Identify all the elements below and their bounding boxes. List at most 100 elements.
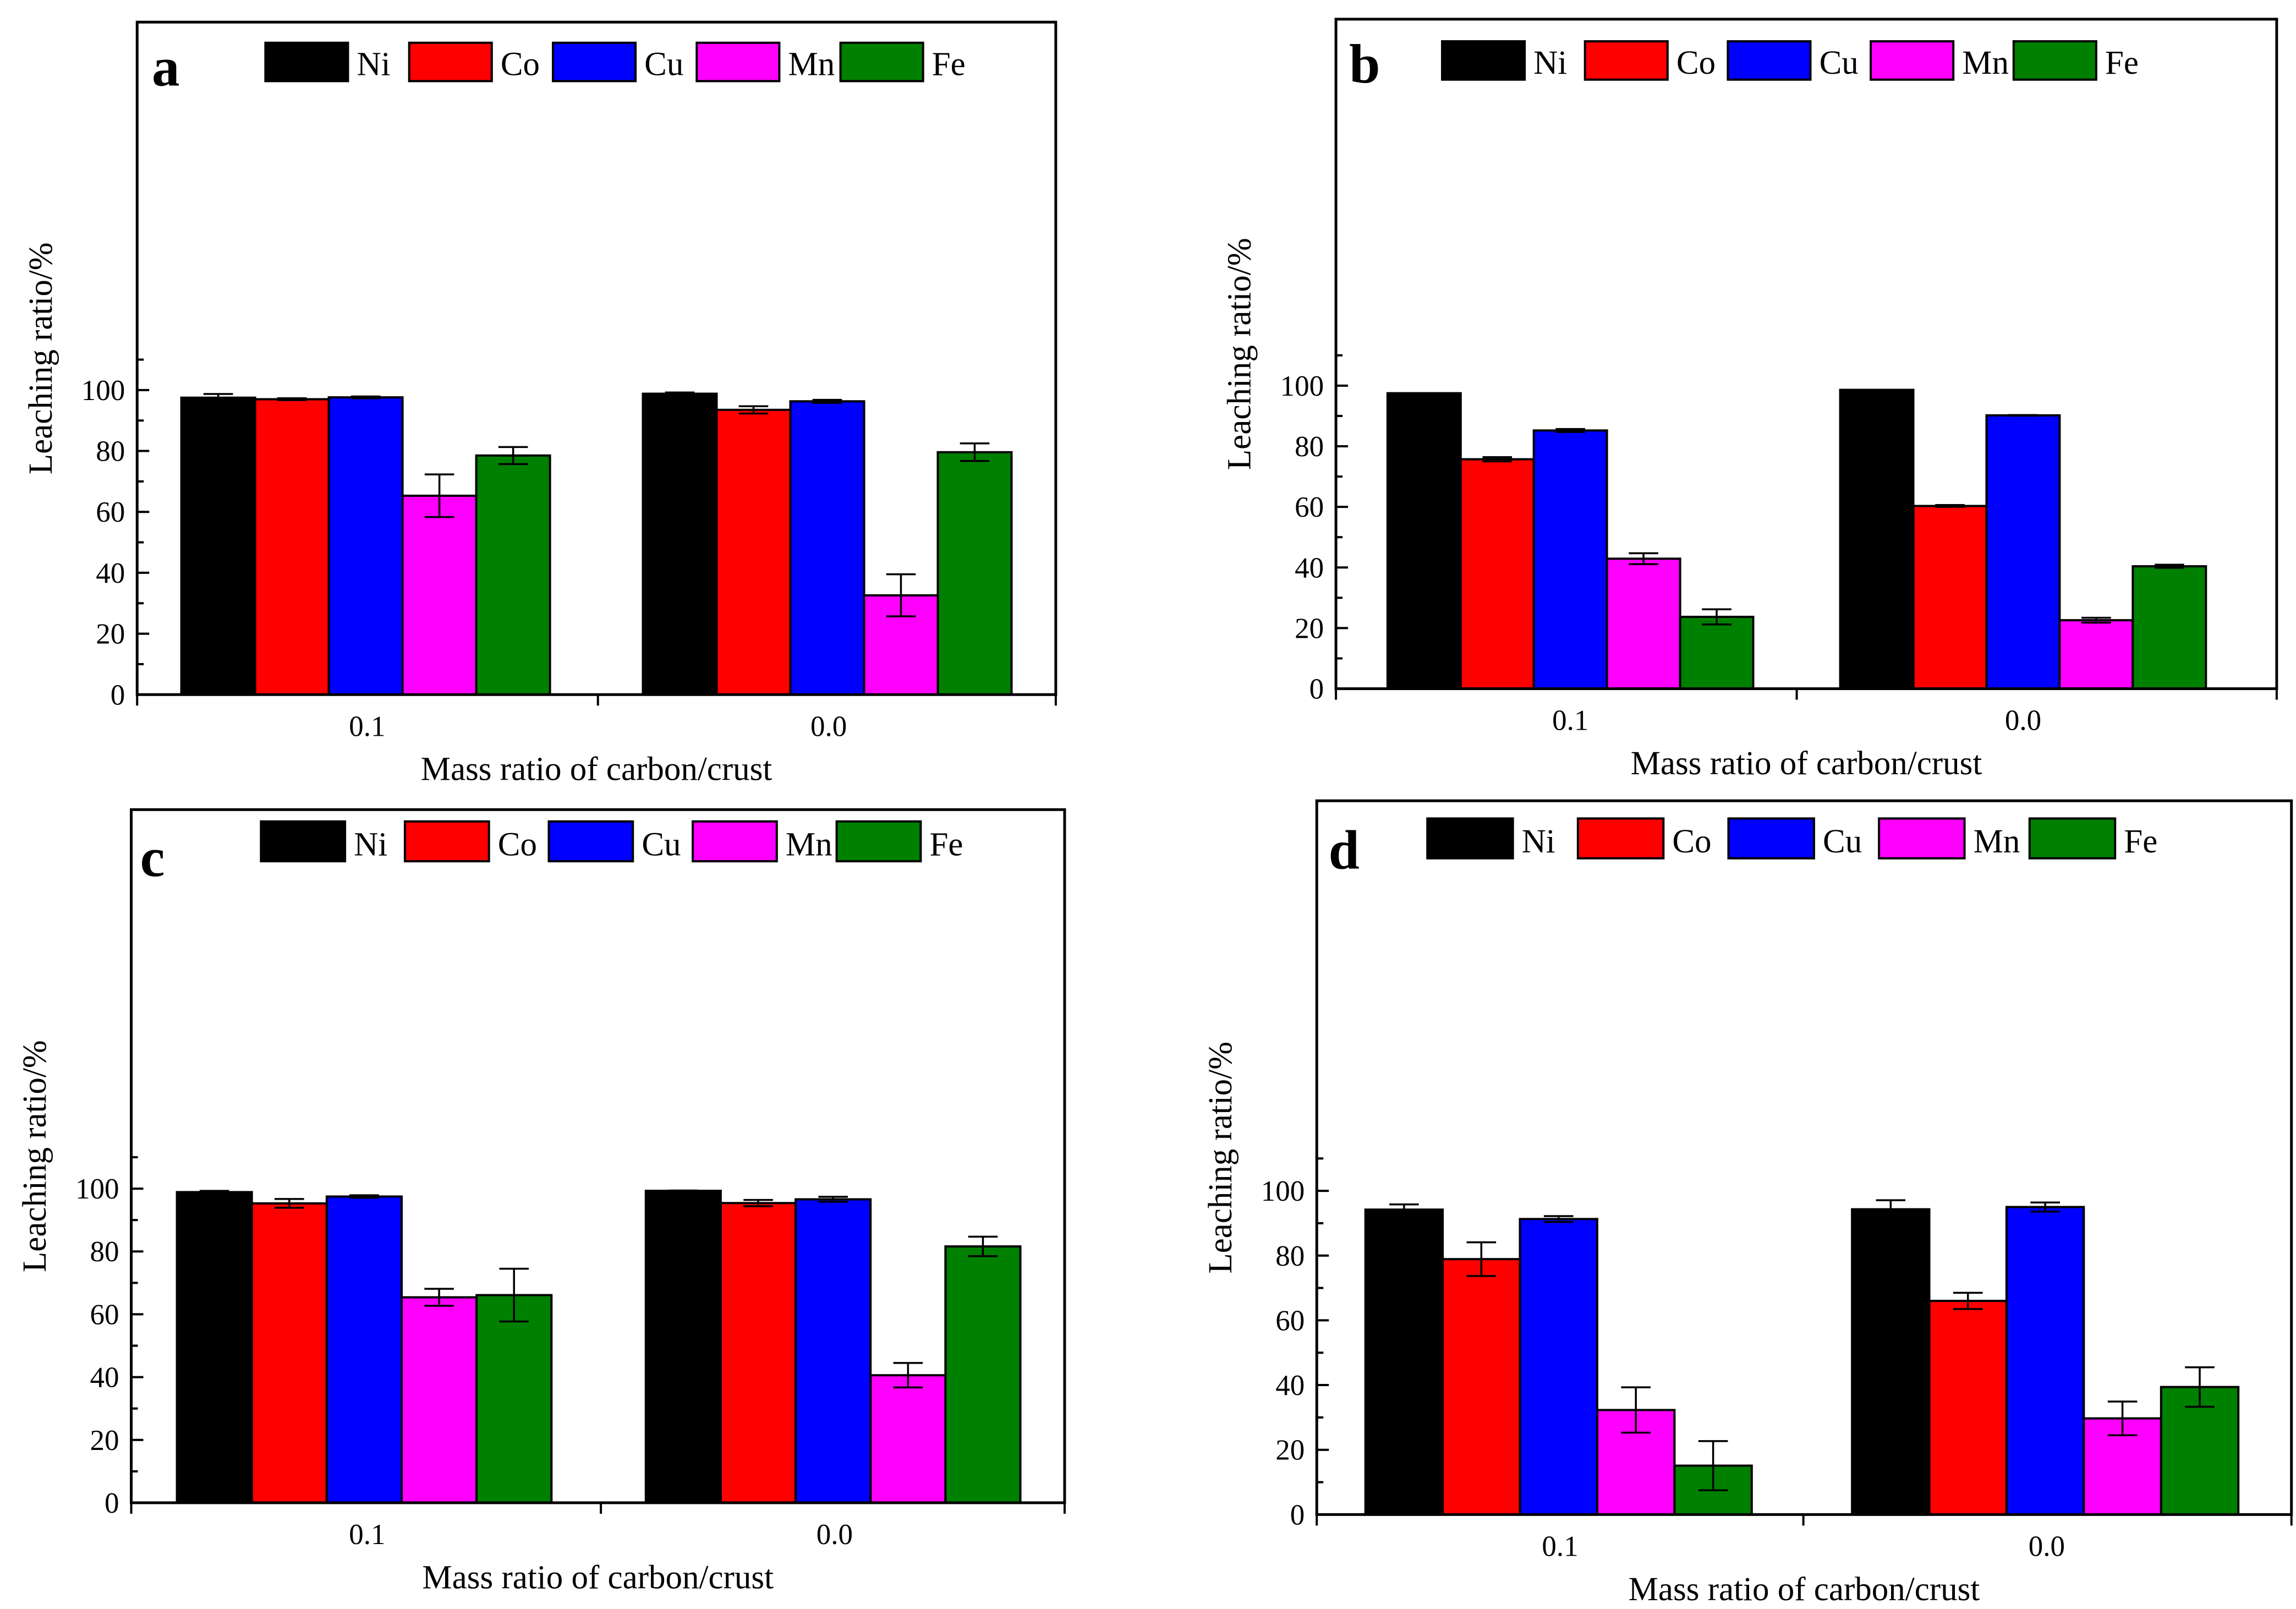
panel-letter: a: [152, 36, 180, 97]
bar-cu-1: [1985, 414, 2061, 690]
legend-label-ni: Ni: [354, 826, 387, 863]
error-bar-co-0: [1466, 1241, 1497, 1277]
panel-letter: c: [140, 827, 165, 888]
y-tick-label: 0: [105, 1487, 119, 1519]
bar-ni-1: [1839, 388, 1915, 690]
bar-ni-0: [1386, 392, 1462, 690]
y-tick-label: 80: [1275, 1240, 1305, 1272]
error-bar-mn-0: [424, 1288, 454, 1307]
bar-co-1: [720, 1202, 797, 1504]
legend-label-ni: Ni: [357, 46, 391, 83]
legend-label-fe: Fe: [932, 46, 966, 83]
legend-swatch-fe: [2012, 40, 2097, 81]
error-bar-cu-1: [2030, 1201, 2060, 1213]
error-bar-cu-0: [349, 1194, 379, 1199]
bar-fe-1: [2131, 565, 2207, 690]
bar-mn-0: [1605, 557, 1681, 690]
bar-co-0: [1442, 1258, 1521, 1516]
legend-swatch-mn: [692, 820, 778, 863]
bar-mn-1: [869, 1374, 947, 1504]
bar-ni-0: [1364, 1208, 1444, 1516]
legend-swatch-cu: [1727, 817, 1815, 860]
y-tick-label: 0: [1290, 1499, 1305, 1531]
error-bar-co-0: [275, 1198, 304, 1209]
y-tick-label: 40: [1295, 552, 1324, 584]
chart-panel-d: 0 20 40 60 80 100 0.1 0.0 Mass ratio of carbon/c…: [1202, 799, 2293, 1608]
bar-fe-1: [936, 451, 1013, 696]
legend-swatch-ni: [260, 820, 347, 863]
y-axis-title: Leaching ratio/%: [1221, 238, 1258, 470]
bar-co-0: [1459, 458, 1535, 690]
chart-panel-c: 0 20 40 60 80 100 0.1 0.0 Mass ratio of carbon/c…: [17, 808, 1066, 1596]
y-tick-label: 60: [1275, 1305, 1305, 1337]
legend-label-ni: Ni: [1533, 45, 1567, 81]
y-tick-label: 80: [1295, 431, 1324, 463]
bar-cu-0: [325, 1195, 403, 1504]
y-axis-title: Leaching ratio/%: [1202, 1042, 1239, 1274]
y-tick-label: 0: [1309, 674, 1324, 705]
error-bar-cu-1: [812, 398, 842, 404]
legend-swatch-co: [408, 41, 493, 83]
error-bar-fe-0: [498, 446, 528, 466]
panel-letter: d: [1329, 819, 1360, 881]
error-bar-cu-0: [350, 395, 381, 399]
error-bar-mn-1: [2081, 616, 2111, 624]
error-bar-fe-1: [960, 442, 990, 462]
legend: Ni Co Cu Mn Fe: [1441, 40, 2139, 81]
error-bar-ni-1: [1876, 1199, 1906, 1219]
chart-panel-a: 0 20 40 60 80 100 0.1 0.0 Mass ratio of carbon/c…: [23, 20, 1057, 788]
legend: Ni Co Cu Mn Fe: [264, 41, 966, 83]
error-bar-cu-0: [1555, 428, 1585, 433]
legend-swatch-fe: [835, 820, 922, 863]
y-tick-label: 60: [90, 1299, 119, 1331]
legend-label-mn: Mn: [786, 826, 832, 863]
legend-swatch-mn: [1870, 40, 1955, 81]
y-tick-label: 20: [90, 1425, 119, 1457]
error-bar-mn-1: [2107, 1400, 2138, 1436]
legend-label-mn: Mn: [1974, 823, 2020, 860]
bar-ni-0: [180, 396, 256, 696]
error-bar-ni-0: [203, 393, 233, 403]
legend-swatch-mn: [695, 41, 781, 83]
legend-swatch-fe: [2028, 817, 2117, 860]
bar-cu-0: [327, 396, 404, 696]
error-bar-ni-0: [199, 1190, 229, 1195]
legend-label-cu: Cu: [1823, 823, 1862, 860]
y-tick-label: 80: [90, 1236, 119, 1268]
error-bar-fe-0: [1702, 608, 1731, 626]
bar-mn-0: [401, 494, 478, 696]
plot-frame: [1334, 18, 2278, 691]
error-bar-mn-1: [893, 1362, 923, 1389]
error-bar-cu-0: [1543, 1215, 1574, 1223]
y-tick-label: 40: [90, 1362, 119, 1394]
y-axis-title: Leaching ratio/%: [23, 242, 59, 474]
x-tick-label: 0.0: [2005, 705, 2041, 737]
y-tick-label: 100: [81, 375, 125, 407]
legend-swatch-co: [1576, 817, 1665, 860]
y-tick-label: 60: [96, 496, 125, 528]
legend: Ni Co Cu Mn Fe: [1426, 817, 2157, 860]
legend-label-cu: Cu: [644, 46, 683, 83]
y-tick-label: 40: [96, 557, 125, 589]
error-bar-co-1: [1953, 1291, 1983, 1310]
bar-fe-1: [944, 1245, 1022, 1504]
legend-swatch-mn: [1878, 817, 1966, 860]
bar-ni-1: [1851, 1208, 1931, 1516]
bar-cu-0: [1519, 1218, 1598, 1516]
y-tick-label: 100: [1261, 1175, 1305, 1207]
error-bar-fe-1: [2185, 1366, 2215, 1408]
legend-label-fe: Fe: [2105, 45, 2139, 81]
error-bar-fe-0: [1698, 1440, 1728, 1491]
bar-co-1: [1928, 1300, 2008, 1516]
legend-swatch-ni: [1426, 817, 1514, 860]
x-axis-title: Mass ratio of carbon/crust: [421, 751, 772, 788]
error-bar-ni-1: [665, 391, 695, 396]
bar-mn-0: [401, 1296, 478, 1504]
error-bar-fe-1: [968, 1235, 998, 1257]
bar-ni-0: [176, 1191, 253, 1504]
bar-fe-0: [1679, 616, 1755, 690]
legend-swatch-cu: [547, 820, 634, 863]
error-bar-mn-1: [886, 573, 916, 617]
legend-label-mn: Mn: [1962, 45, 2009, 81]
